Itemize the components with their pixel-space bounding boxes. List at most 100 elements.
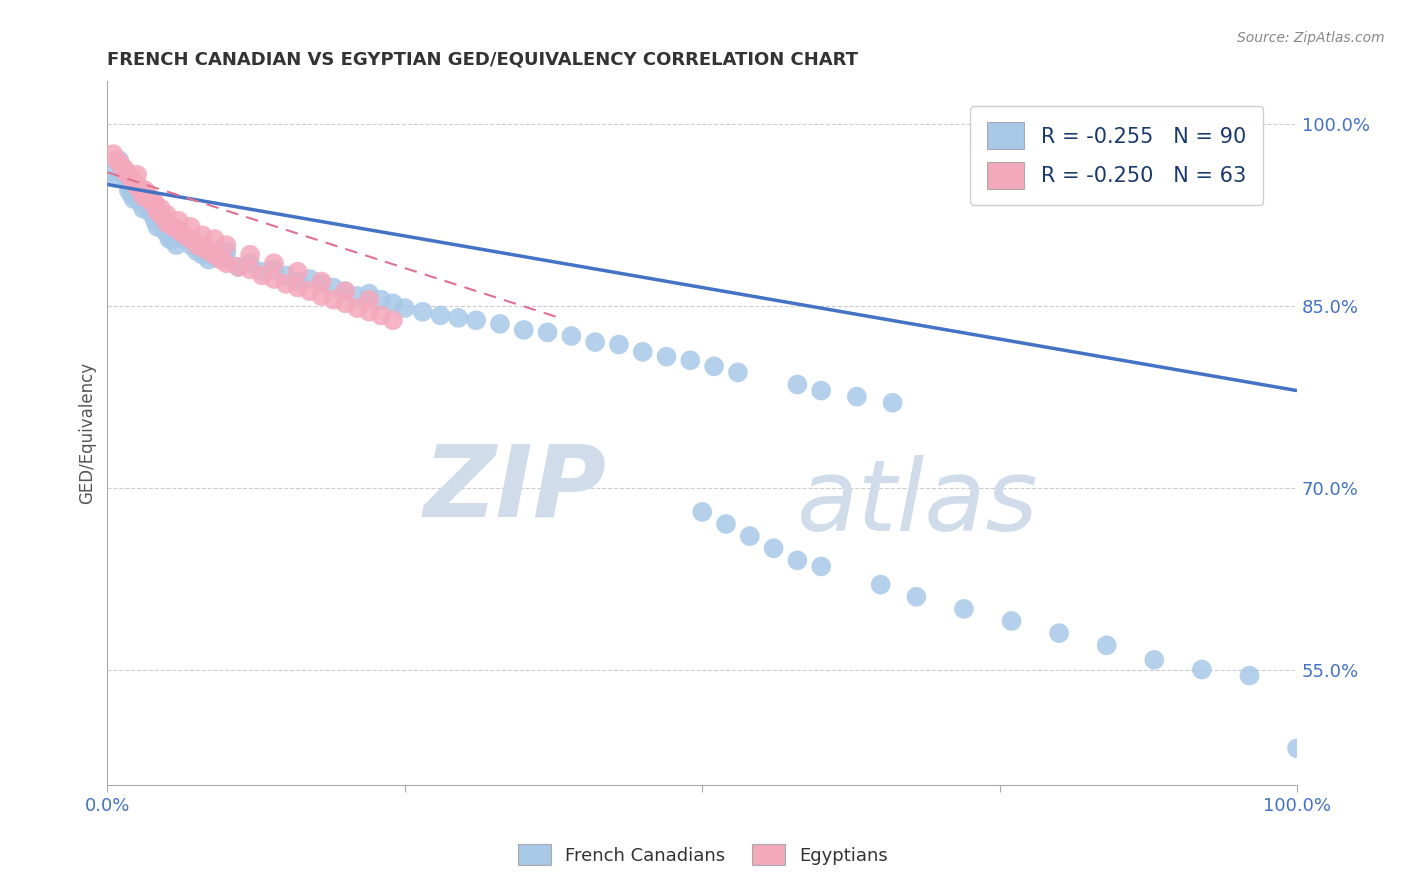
Text: atlas: atlas: [797, 455, 1039, 552]
Point: [132, 184, 155, 198]
Point: [513, 323, 536, 337]
Point: [167, 223, 190, 237]
Point: [108, 155, 131, 169]
Point: [149, 202, 172, 216]
Point: [156, 216, 179, 230]
Point: [394, 301, 416, 315]
Point: [465, 313, 488, 327]
Point: [105, 171, 128, 186]
Point: [810, 384, 832, 398]
Point: [607, 337, 630, 351]
Point: [197, 244, 219, 259]
Point: [370, 293, 392, 307]
Point: [173, 232, 195, 246]
Point: [157, 232, 180, 246]
Point: [489, 317, 512, 331]
Point: [1239, 668, 1261, 682]
Point: [359, 293, 381, 307]
Point: [287, 280, 309, 294]
Point: [1191, 663, 1213, 677]
Point: [882, 395, 904, 409]
Point: [263, 272, 285, 286]
Point: [132, 202, 155, 216]
Point: [298, 272, 321, 286]
Point: [153, 211, 176, 226]
Point: [239, 262, 262, 277]
Point: [703, 359, 725, 374]
Point: [127, 168, 149, 182]
Point: [263, 262, 285, 277]
Point: [143, 214, 166, 228]
Point: [583, 335, 606, 350]
Point: [381, 296, 404, 310]
Point: [127, 179, 149, 194]
Point: [346, 289, 368, 303]
Point: [134, 184, 156, 198]
Point: [905, 590, 928, 604]
Point: [204, 248, 226, 262]
Point: [120, 171, 142, 186]
Point: [127, 178, 149, 192]
Point: [127, 184, 149, 198]
Point: [204, 232, 226, 246]
Point: [429, 309, 451, 323]
Point: [173, 228, 195, 243]
Point: [690, 505, 713, 519]
Point: [274, 268, 297, 283]
Point: [191, 238, 214, 252]
Point: [1286, 741, 1309, 756]
Point: [191, 228, 214, 243]
Point: [263, 256, 285, 270]
Point: [1095, 638, 1118, 652]
Point: [120, 179, 142, 194]
Point: [786, 553, 808, 567]
Point: [142, 195, 165, 210]
Point: [322, 293, 344, 307]
Point: [122, 192, 145, 206]
Point: [631, 344, 654, 359]
Point: [118, 178, 141, 192]
Point: [167, 226, 190, 240]
Point: [197, 252, 219, 267]
Point: [412, 305, 434, 319]
Point: [114, 165, 136, 179]
Y-axis label: GED/Equivalency: GED/Equivalency: [79, 362, 96, 504]
Point: [209, 252, 232, 267]
Point: [346, 301, 368, 315]
Point: [845, 390, 868, 404]
Legend: R = -0.255   N = 90, R = -0.250   N = 63: R = -0.255 N = 90, R = -0.250 N = 63: [970, 106, 1263, 205]
Point: [714, 516, 737, 531]
Point: [311, 277, 333, 291]
Text: Source: ZipAtlas.com: Source: ZipAtlas.com: [1237, 31, 1385, 45]
Point: [167, 214, 190, 228]
Point: [167, 226, 190, 240]
Point: [209, 244, 232, 259]
Point: [142, 208, 165, 222]
Point: [738, 529, 761, 543]
Point: [120, 171, 142, 186]
Text: ZIP: ZIP: [425, 441, 607, 538]
Point: [381, 313, 404, 327]
Point: [114, 162, 136, 177]
Point: [111, 159, 134, 173]
Point: [274, 277, 297, 291]
Point: [108, 153, 131, 168]
Point: [226, 260, 249, 274]
Point: [180, 232, 202, 246]
Point: [127, 189, 149, 203]
Point: [138, 204, 160, 219]
Point: [180, 238, 202, 252]
Point: [679, 353, 702, 368]
Point: [146, 204, 169, 219]
Point: [114, 165, 136, 179]
Point: [869, 577, 891, 591]
Point: [560, 329, 582, 343]
Point: [287, 265, 309, 279]
Point: [143, 199, 166, 213]
Point: [103, 165, 125, 179]
Legend: French Canadians, Egyptians: French Canadians, Egyptians: [509, 835, 897, 874]
Point: [180, 219, 202, 234]
Point: [239, 256, 262, 270]
Point: [359, 305, 381, 319]
Point: [120, 187, 142, 202]
